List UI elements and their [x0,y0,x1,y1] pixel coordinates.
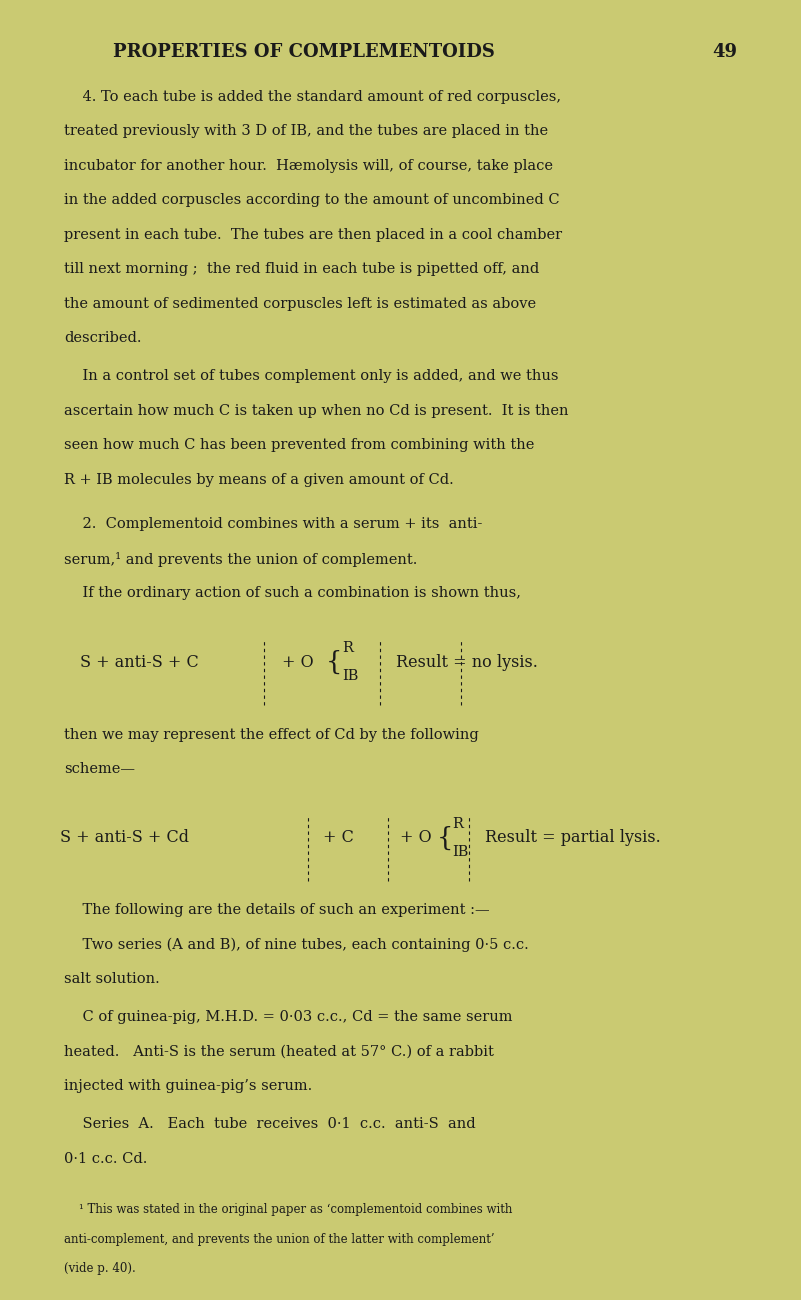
Text: Result = partial lysis.: Result = partial lysis. [485,829,660,846]
Text: + C: + C [323,829,354,846]
Text: In a control set of tubes complement only is added, and we thus: In a control set of tubes complement onl… [64,369,558,384]
Text: the amount of sedimented corpuscles left is estimated as above: the amount of sedimented corpuscles left… [64,296,536,311]
Text: (vide p. 40).: (vide p. 40). [64,1262,136,1275]
Text: 49: 49 [712,43,737,61]
Text: Result = no lysis.: Result = no lysis. [396,654,538,671]
Text: serum,¹ and prevents the union of complement.: serum,¹ and prevents the union of comple… [64,551,417,567]
Text: + O: + O [282,654,313,671]
Text: in the added corpuscles according to the amount of uncombined C: in the added corpuscles according to the… [64,194,560,207]
Text: IB: IB [342,670,358,682]
Text: then we may represent the effect of Cd by the following: then we may represent the effect of Cd b… [64,728,479,741]
Text: injected with guinea-pig’s serum.: injected with guinea-pig’s serum. [64,1079,312,1093]
Text: 2.  Complementoid combines with a serum + its  anti-: 2. Complementoid combines with a serum +… [64,517,482,532]
Text: R + IB molecules by means of a given amount of Cd.: R + IB molecules by means of a given amo… [64,472,454,486]
Text: anti-complement, and prevents the union of the latter with complement’: anti-complement, and prevents the union … [64,1232,495,1245]
Text: {: { [326,650,342,675]
Text: If the ordinary action of such a combination is shown thus,: If the ordinary action of such a combina… [64,586,521,601]
Text: till next morning ;  the red fluid in each tube is pipetted off, and: till next morning ; the red fluid in eac… [64,263,539,276]
Text: Two series (A and B), of nine tubes, each containing 0·5 c.c.: Two series (A and B), of nine tubes, eac… [64,937,529,953]
Text: present in each tube.  The tubes are then placed in a cool chamber: present in each tube. The tubes are then… [64,227,562,242]
Text: treated previously with 3 D of IB, and the tubes are placed in the: treated previously with 3 D of IB, and t… [64,125,548,138]
Text: 4. To each tube is added the standard amount of red corpuscles,: 4. To each tube is added the standard am… [64,90,562,104]
Text: S + anti-S + C: S + anti-S + C [80,654,199,671]
Text: The following are the details of such an experiment :—: The following are the details of such an… [64,903,489,918]
Text: described.: described. [64,332,142,346]
Text: IB: IB [453,845,469,859]
Text: S + anti-S + Cd: S + anti-S + Cd [60,829,189,846]
Text: Series  A.   Each  tube  receives  0·1  c.c.  anti-S  and: Series A. Each tube receives 0·1 c.c. an… [64,1117,476,1131]
Text: ascertain how much C is taken up when no Cd is present.  It is then: ascertain how much C is taken up when no… [64,403,569,417]
Text: seen how much C has been prevented from combining with the: seen how much C has been prevented from … [64,438,534,452]
Text: C of guinea-pig, M.H.D. = 0·03 c.c., Cd = the same serum: C of guinea-pig, M.H.D. = 0·03 c.c., Cd … [64,1010,513,1024]
Text: heated.   Anti-S is the serum (heated at 57° C.) of a rabbit: heated. Anti-S is the serum (heated at 5… [64,1045,494,1058]
Text: + O: + O [400,829,432,846]
Text: {: { [437,826,453,850]
Text: 0·1 c.c. Cd.: 0·1 c.c. Cd. [64,1152,147,1166]
Text: R: R [453,818,464,831]
Text: PROPERTIES OF COMPLEMENTOIDS: PROPERTIES OF COMPLEMENTOIDS [114,43,495,61]
Text: scheme—: scheme— [64,762,135,776]
Text: salt solution.: salt solution. [64,972,160,987]
Text: R: R [342,641,353,655]
Text: incubator for another hour.  Hæmolysis will, of course, take place: incubator for another hour. Hæmolysis wi… [64,159,553,173]
Text: ¹ This was stated in the original paper as ‘complementoid combines with: ¹ This was stated in the original paper … [64,1204,513,1217]
